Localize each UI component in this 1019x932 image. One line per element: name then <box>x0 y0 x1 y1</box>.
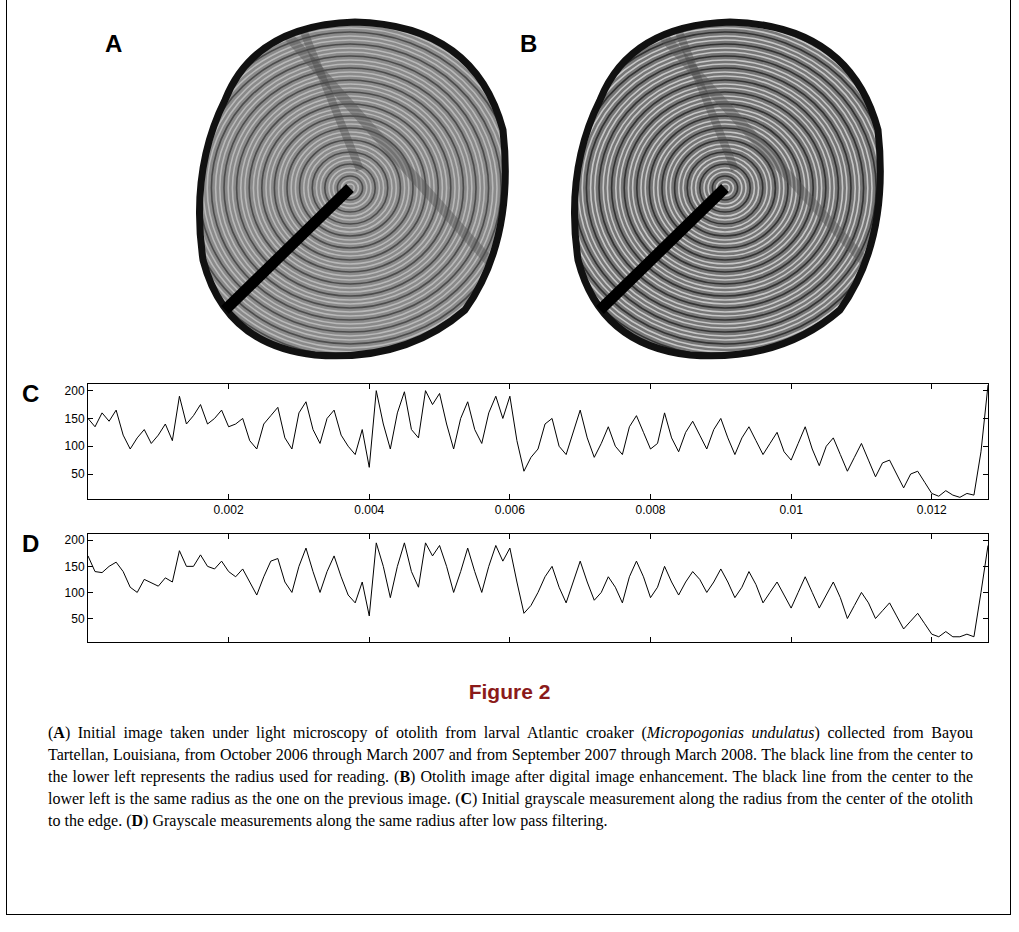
svg-text:100: 100 <box>65 439 85 453</box>
html-text:D: D <box>22 530 40 557</box>
html-text:C: C <box>22 380 40 407</box>
svg-text:150: 150 <box>65 560 85 574</box>
svg-text:200: 200 <box>65 533 85 547</box>
html-text:B: B <box>520 30 538 57</box>
svg-text:0.006: 0.006 <box>495 503 525 517</box>
svg-text:0.004: 0.004 <box>354 503 384 517</box>
svg-text:50: 50 <box>71 467 85 481</box>
svg-text:50: 50 <box>71 612 85 626</box>
html-text:(A) Initial image taken under: (A) Initial image taken under light micr… <box>48 724 973 829</box>
svg-text:0.012: 0.012 <box>917 503 947 517</box>
svg-text:0.002: 0.002 <box>214 503 244 517</box>
svg-text:0.01: 0.01 <box>779 503 803 517</box>
html-text:Figure 2: Figure 2 <box>468 680 551 703</box>
svg-text:100: 100 <box>65 586 85 600</box>
html-text:A: A <box>105 30 123 57</box>
svg-text:0.008: 0.008 <box>635 503 665 517</box>
svg-text:150: 150 <box>65 412 85 426</box>
svg-text:200: 200 <box>65 384 85 398</box>
